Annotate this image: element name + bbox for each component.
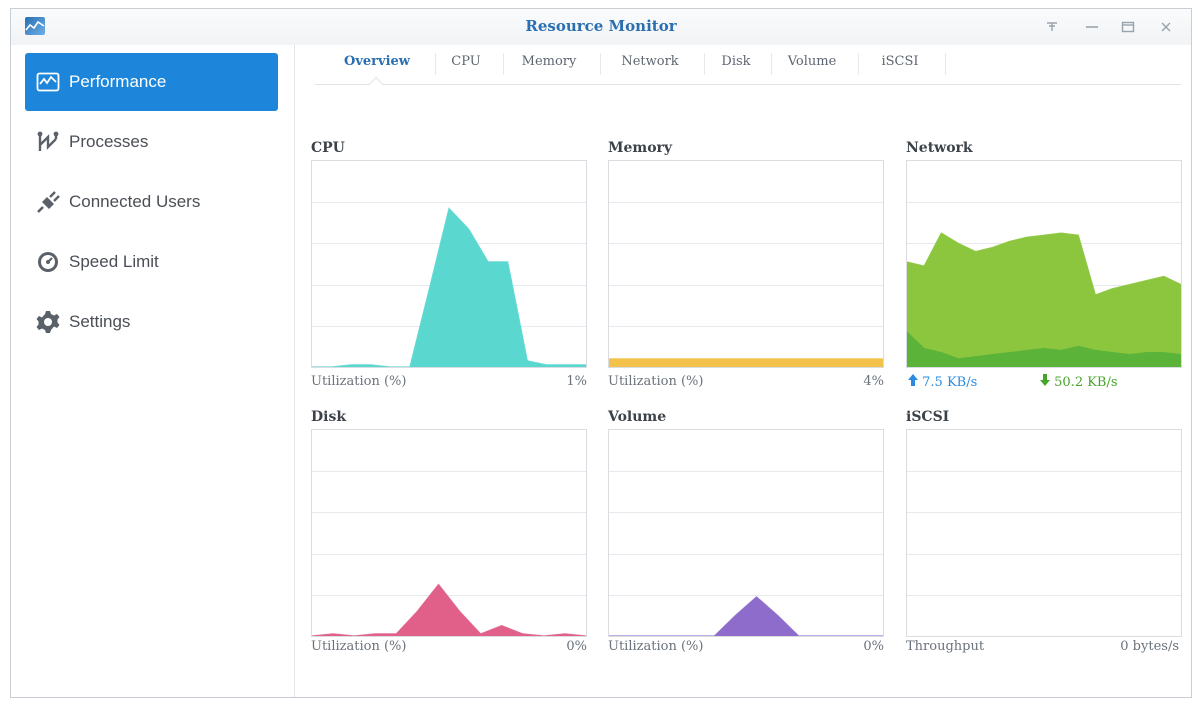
network-download-value: 50.2 KB/s: [1054, 375, 1118, 390]
performance-chart-icon: [33, 67, 63, 97]
chart-memory-svg: [609, 202, 883, 367]
gear-icon: [33, 307, 63, 337]
chart-network-svg: [907, 202, 1181, 367]
network-download: 50.2 KB/s: [1040, 374, 1118, 390]
tab-volume[interactable]: Volume: [787, 54, 837, 69]
network-upload-value: 7.5 KB/s: [922, 375, 978, 390]
resource-monitor-app-icon: [25, 17, 45, 35]
tab-bar: Overview CPU Memory Network Disk Volume …: [315, 45, 1181, 92]
sidebar-item-connected-users[interactable]: Connected Users: [25, 173, 278, 231]
disk-panel-title: Disk: [311, 409, 347, 425]
sidebar-item-settings[interactable]: Settings: [25, 293, 278, 351]
series-area-0: [609, 596, 883, 636]
series-line-0: [907, 232, 1181, 296]
chart-iscsi-svg: [907, 471, 1181, 596]
network-upload: 7.5 KB/s: [908, 374, 977, 390]
tab-overview[interactable]: Overview: [344, 54, 410, 69]
series-area-0: [907, 233, 1181, 367]
sidebar-item-performance[interactable]: Performance: [25, 53, 278, 111]
iscsi-panel-title: iSCSI: [906, 409, 950, 425]
minimize-icon[interactable]: [1081, 16, 1103, 38]
sidebar-item-label: Settings: [69, 312, 131, 331]
tab-iscsi[interactable]: iSCSI: [881, 54, 919, 69]
cpu-panel-title: CPU: [311, 140, 345, 156]
chart-cpu-svg: [312, 202, 586, 367]
network-chart: [906, 160, 1182, 368]
memory-panel-title: Memory: [608, 140, 673, 156]
volume-value: 0%: [863, 639, 884, 654]
tab-separator: [435, 53, 436, 75]
series-line-0: [312, 583, 586, 636]
plug-icon: [33, 187, 63, 217]
volume-caption: Utilization (%): [608, 639, 704, 654]
chart-volume-svg: [609, 471, 883, 636]
cpu-value: 1%: [566, 374, 587, 389]
series-area-0: [609, 358, 883, 367]
sidebar: Performance Processes Connected Users Sp…: [11, 45, 295, 697]
resource-monitor-window: Resource Monitor Performance Processes: [10, 8, 1192, 698]
maximize-icon[interactable]: [1117, 16, 1139, 38]
disk-value: 0%: [566, 639, 587, 654]
tab-disk[interactable]: Disk: [721, 54, 751, 69]
memory-caption: Utilization (%): [608, 374, 704, 389]
tab-cpu[interactable]: CPU: [451, 54, 481, 69]
tab-separator: [771, 53, 772, 75]
arrow-down-icon: [1040, 374, 1050, 386]
memory-value: 4%: [863, 374, 884, 389]
sidebar-item-label: Processes: [69, 132, 149, 151]
tab-memory[interactable]: Memory: [521, 54, 577, 69]
pin-icon[interactable]: [1041, 16, 1063, 38]
sidebar-item-processes[interactable]: Processes: [25, 113, 278, 171]
series-line-0: [312, 207, 586, 367]
sidebar-item-label: Performance: [69, 72, 167, 91]
disk-caption: Utilization (%): [311, 639, 407, 654]
series-line-0: [609, 596, 883, 636]
close-icon[interactable]: [1155, 16, 1177, 38]
cpu-chart: [311, 160, 587, 368]
sidebar-item-speed-limit[interactable]: Speed Limit: [25, 233, 278, 291]
tab-separator: [704, 53, 705, 75]
chart-disk-svg: [312, 471, 586, 636]
volume-panel-title: Volume: [608, 409, 667, 425]
title-bar[interactable]: Resource Monitor: [11, 9, 1191, 45]
tab-separator: [503, 53, 504, 75]
series-area-1: [907, 332, 1181, 367]
iscsi-caption: Throughput: [906, 639, 985, 654]
tab-network[interactable]: Network: [621, 54, 679, 69]
series-line-1: [907, 331, 1181, 360]
sidebar-item-label: Speed Limit: [69, 252, 159, 271]
network-panel-title: Network: [906, 140, 973, 156]
tab-separator: [945, 53, 946, 75]
iscsi-chart: [906, 429, 1182, 637]
window-title: Resource Monitor: [525, 17, 677, 35]
processes-icon: [33, 127, 63, 157]
iscsi-value: 0 bytes/s: [1120, 639, 1179, 654]
cpu-caption: Utilization (%): [311, 374, 407, 389]
arrow-up-icon: [908, 374, 918, 386]
tab-separator: [600, 53, 601, 75]
gauge-icon: [33, 247, 63, 277]
series-area-0: [312, 584, 586, 636]
disk-chart: [311, 429, 587, 637]
sidebar-item-label: Connected Users: [69, 192, 201, 211]
tab-separator: [858, 53, 859, 75]
series-area-0: [312, 208, 586, 367]
memory-chart: [608, 160, 884, 368]
volume-chart: [608, 429, 884, 637]
